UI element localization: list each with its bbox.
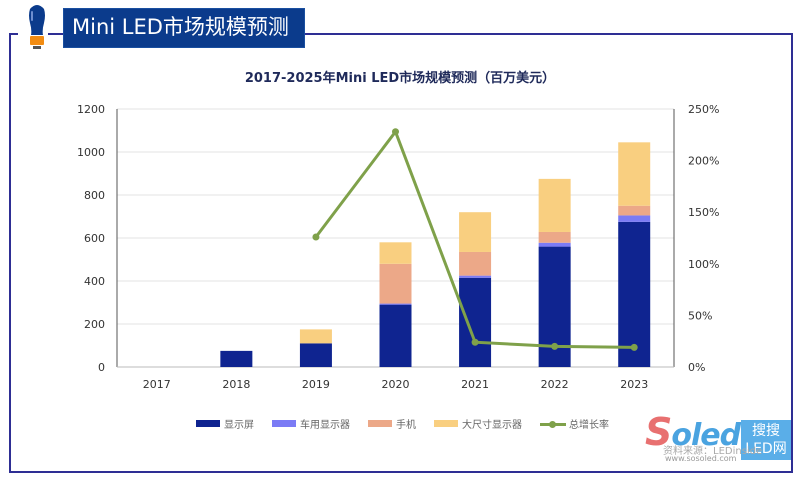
y2-tick-label: 150% [688, 206, 719, 219]
legend-swatch-growth-rate [540, 419, 566, 429]
legend-item-display: 显示屏 [196, 416, 254, 431]
legend-label: 大尺寸显示器 [462, 420, 522, 431]
legend-label: 显示屏 [224, 420, 254, 431]
lightbulb-icon [29, 5, 45, 49]
bar-segment-0 [618, 221, 651, 367]
bar-segment-0 [379, 304, 412, 367]
watermark: Soled 搜搜 LED网 资料来源：LEDinside www.sosoled… [645, 410, 791, 466]
legend-item-vehicle-display: 车用显示器 [272, 416, 350, 431]
bar-segment-2 [379, 263, 412, 304]
legend-item-growth-rate: 总增长率 [540, 416, 609, 431]
y-tick-label: 200 [84, 318, 105, 331]
y2-tick-label: 250% [688, 103, 719, 116]
x-tick-label: 2019 [302, 378, 330, 391]
growth-rate-point [312, 233, 320, 241]
y2-tick-label: 0% [688, 361, 705, 374]
bar-segment-1 [379, 303, 412, 305]
x-tick-label: 2020 [382, 378, 410, 391]
bar-segment-2 [459, 251, 492, 276]
watermark-logo-rest: oled [671, 418, 741, 453]
y2-tick-label: 200% [688, 155, 719, 168]
y-tick-label: 600 [84, 232, 105, 245]
y2-tick-label: 100% [688, 258, 719, 271]
x-tick-label: 2021 [461, 378, 489, 391]
watermark-brand: 搜搜 LED网 [741, 420, 791, 460]
legend-swatch-display [196, 420, 220, 427]
y-tick-label: 1200 [77, 103, 105, 116]
legend: 显示屏 车用显示器 手机 大尺寸显示器 总增长率 [196, 416, 627, 431]
growth-rate-point [630, 343, 638, 351]
y2-tick-label: 50% [688, 309, 712, 322]
y-tick-label: 0 [98, 361, 105, 374]
x-tick-label: 2022 [541, 378, 569, 391]
bar-segment-3 [538, 178, 571, 232]
bar-segment-3 [379, 242, 412, 264]
watermark-url: www.sosoled.com [665, 454, 737, 463]
y-tick-label: 1000 [77, 146, 105, 159]
legend-swatch-phone [368, 420, 392, 427]
bar-segment-2 [618, 205, 651, 216]
header-banner [63, 8, 305, 48]
legend-label: 手机 [396, 420, 416, 431]
bar-segment-2 [538, 231, 571, 243]
bar-segment-3 [618, 142, 651, 206]
watermark-brand-line2: LED网 [745, 441, 787, 457]
x-tick-label: 2017 [143, 378, 171, 391]
growth-rate-point [551, 342, 559, 350]
watermark-brand-line1: 搜搜 [752, 423, 780, 439]
legend-swatch-large-display [434, 420, 458, 427]
y-tick-label: 800 [84, 189, 105, 202]
legend-item-large-display: 大尺寸显示器 [434, 416, 522, 431]
legend-label: 车用显示器 [300, 420, 350, 431]
legend-swatch-vehicle-display [272, 420, 296, 427]
legend-item-phone: 手机 [368, 416, 416, 431]
bar-segment-0 [220, 350, 253, 367]
watermark-source: 资料来源：LEDinside [663, 446, 763, 457]
content-frame [9, 33, 793, 473]
growth-rate-point [471, 338, 479, 346]
watermark-logo: Soled [645, 410, 741, 454]
bar-segment-1 [459, 275, 492, 278]
bar-segment-1 [618, 215, 651, 222]
bar-segment-0 [459, 277, 492, 367]
bar-segment-3 [459, 212, 492, 252]
growth-rate-point [392, 128, 399, 136]
legend-label: 总增长率 [569, 420, 609, 431]
y-tick-label: 400 [84, 275, 105, 288]
page-title: Mini LED市场规模预测 [72, 15, 289, 39]
bar-segment-3 [299, 329, 332, 344]
x-tick-label: 2018 [222, 378, 250, 391]
chart-title: 2017-2025年Mini LED市场规模预测（百万美元） [244, 71, 556, 86]
bar-segment-1 [538, 242, 571, 247]
bar-segment-0 [299, 343, 332, 367]
x-tick-label: 2023 [620, 378, 648, 391]
